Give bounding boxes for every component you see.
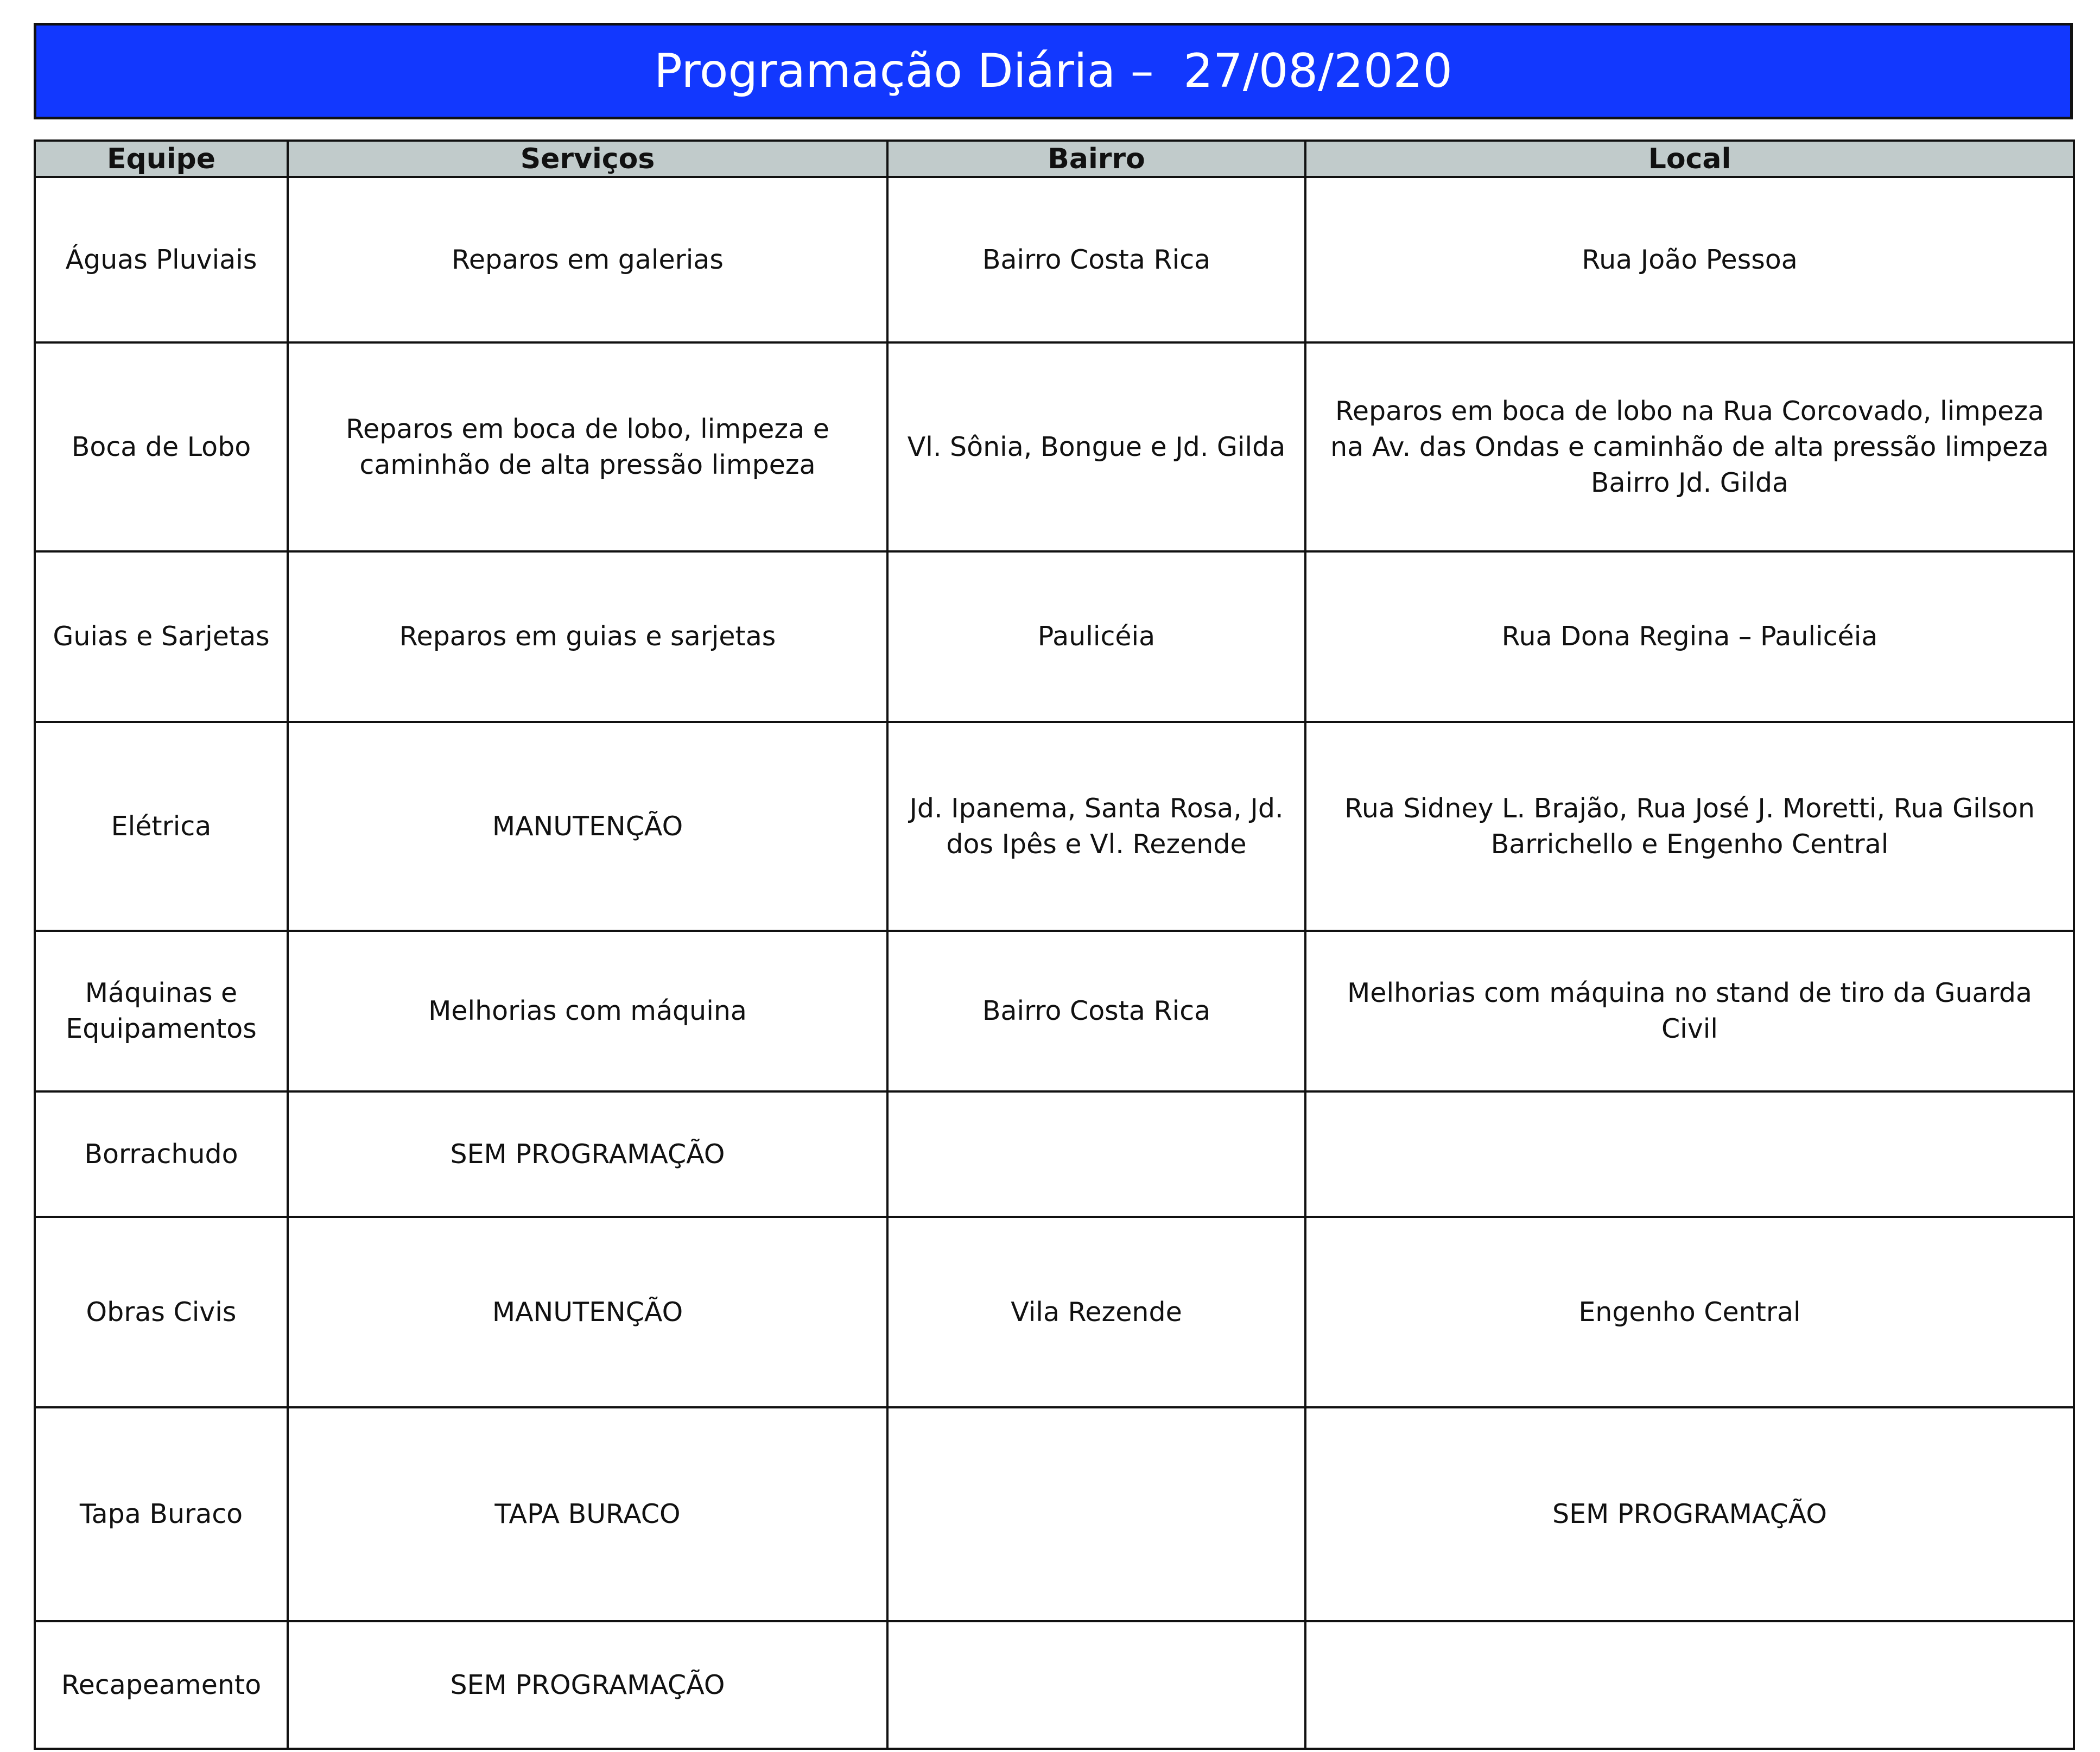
- cell-local: Rua João Pessoa: [1304, 176, 2075, 344]
- column-header-servicos: Serviços: [287, 139, 889, 178]
- page-title: Programação Diária – 27/08/2020: [34, 23, 2073, 119]
- table-row: Obras Civis MANUTENÇÃO Vila Rezende Engenho…: [34, 1216, 2075, 1408]
- cell-bairro: Bairro Costa Rica: [886, 176, 1306, 344]
- column-header-bairro: Bairro: [886, 139, 1306, 178]
- cell-equipe: Obras Civis: [34, 1216, 289, 1408]
- cell-servicos: TAPA BURACO: [287, 1406, 889, 1622]
- cell-local: [1304, 1090, 2075, 1218]
- table-row: Borrachudo SEM PROGRAMAÇÃO: [34, 1090, 2075, 1218]
- cell-local: Engenho Central: [1304, 1216, 2075, 1408]
- cell-equipe: Recapeamento: [34, 1620, 289, 1750]
- cell-equipe: Elétrica: [34, 721, 289, 932]
- cell-local: Reparos em boca de lobo na Rua Corcovado…: [1304, 341, 2075, 553]
- cell-local: [1304, 1620, 2075, 1750]
- table-row: Elétrica MANUTENÇÃO Jd. Ipanema, Santa Ros…: [34, 721, 2075, 932]
- cell-bairro: [886, 1090, 1306, 1218]
- table-row: Máquinas e Equipamentos Melhorias com máq…: [34, 930, 2075, 1093]
- table-row: Tapa Buraco TAPA BURACO SEM PROGRAMAÇÃO: [34, 1406, 2075, 1622]
- cell-equipe: Borrachudo: [34, 1090, 289, 1218]
- cell-servicos: Reparos em boca de lobo, limpeza e camin…: [287, 341, 889, 553]
- cell-bairro: Jd. Ipanema, Santa Rosa, Jd. dos Ipês e …: [886, 721, 1306, 932]
- cell-equipe: Boca de Lobo: [34, 341, 289, 553]
- cell-equipe: Máquinas e Equipamentos: [34, 930, 289, 1093]
- cell-local: SEM PROGRAMAÇÃO: [1304, 1406, 2075, 1622]
- cell-local: Rua Sidney L. Brajão, Rua José J. Morett…: [1304, 721, 2075, 932]
- cell-bairro: Bairro Costa Rica: [886, 930, 1306, 1093]
- cell-servicos: Melhorias com máquina: [287, 930, 889, 1093]
- cell-bairro: Paulicéia: [886, 550, 1306, 723]
- cell-servicos: MANUTENÇÃO: [287, 721, 889, 932]
- cell-bairro: Vl. Sônia, Bongue e Jd. Gilda: [886, 341, 1306, 553]
- table-row: Águas Pluviais Reparos em galerias Bairro …: [34, 176, 2075, 344]
- table-row: Recapeamento SEM PROGRAMAÇÃO: [34, 1620, 2075, 1750]
- cell-bairro: [886, 1620, 1306, 1750]
- cell-servicos: Reparos em galerias: [287, 176, 889, 344]
- schedule-table: Equipe Serviços Bairro Local Águas Pluvi…: [34, 139, 2075, 1750]
- table-row: Guias e Sarjetas Reparos em guias e sarje…: [34, 550, 2075, 723]
- cell-equipe: Águas Pluviais: [34, 176, 289, 344]
- cell-equipe: Guias e Sarjetas: [34, 550, 289, 723]
- cell-servicos: MANUTENÇÃO: [287, 1216, 889, 1408]
- cell-servicos: SEM PROGRAMAÇÃO: [287, 1620, 889, 1750]
- column-header-local: Local: [1304, 139, 2075, 178]
- table-header-row: Equipe Serviços Bairro Local: [34, 139, 2075, 178]
- cell-bairro: Vila Rezende: [886, 1216, 1306, 1408]
- cell-servicos: SEM PROGRAMAÇÃO: [287, 1090, 889, 1218]
- cell-local: Melhorias com máquina no stand de tiro d…: [1304, 930, 2075, 1093]
- cell-local: Rua Dona Regina – Paulicéia: [1304, 550, 2075, 723]
- table-row: Boca de Lobo Reparos em boca de lobo, lim…: [34, 341, 2075, 553]
- cell-servicos: Reparos em guias e sarjetas: [287, 550, 889, 723]
- cell-equipe: Tapa Buraco: [34, 1406, 289, 1622]
- column-header-equipe: Equipe: [34, 139, 289, 178]
- cell-bairro: [886, 1406, 1306, 1622]
